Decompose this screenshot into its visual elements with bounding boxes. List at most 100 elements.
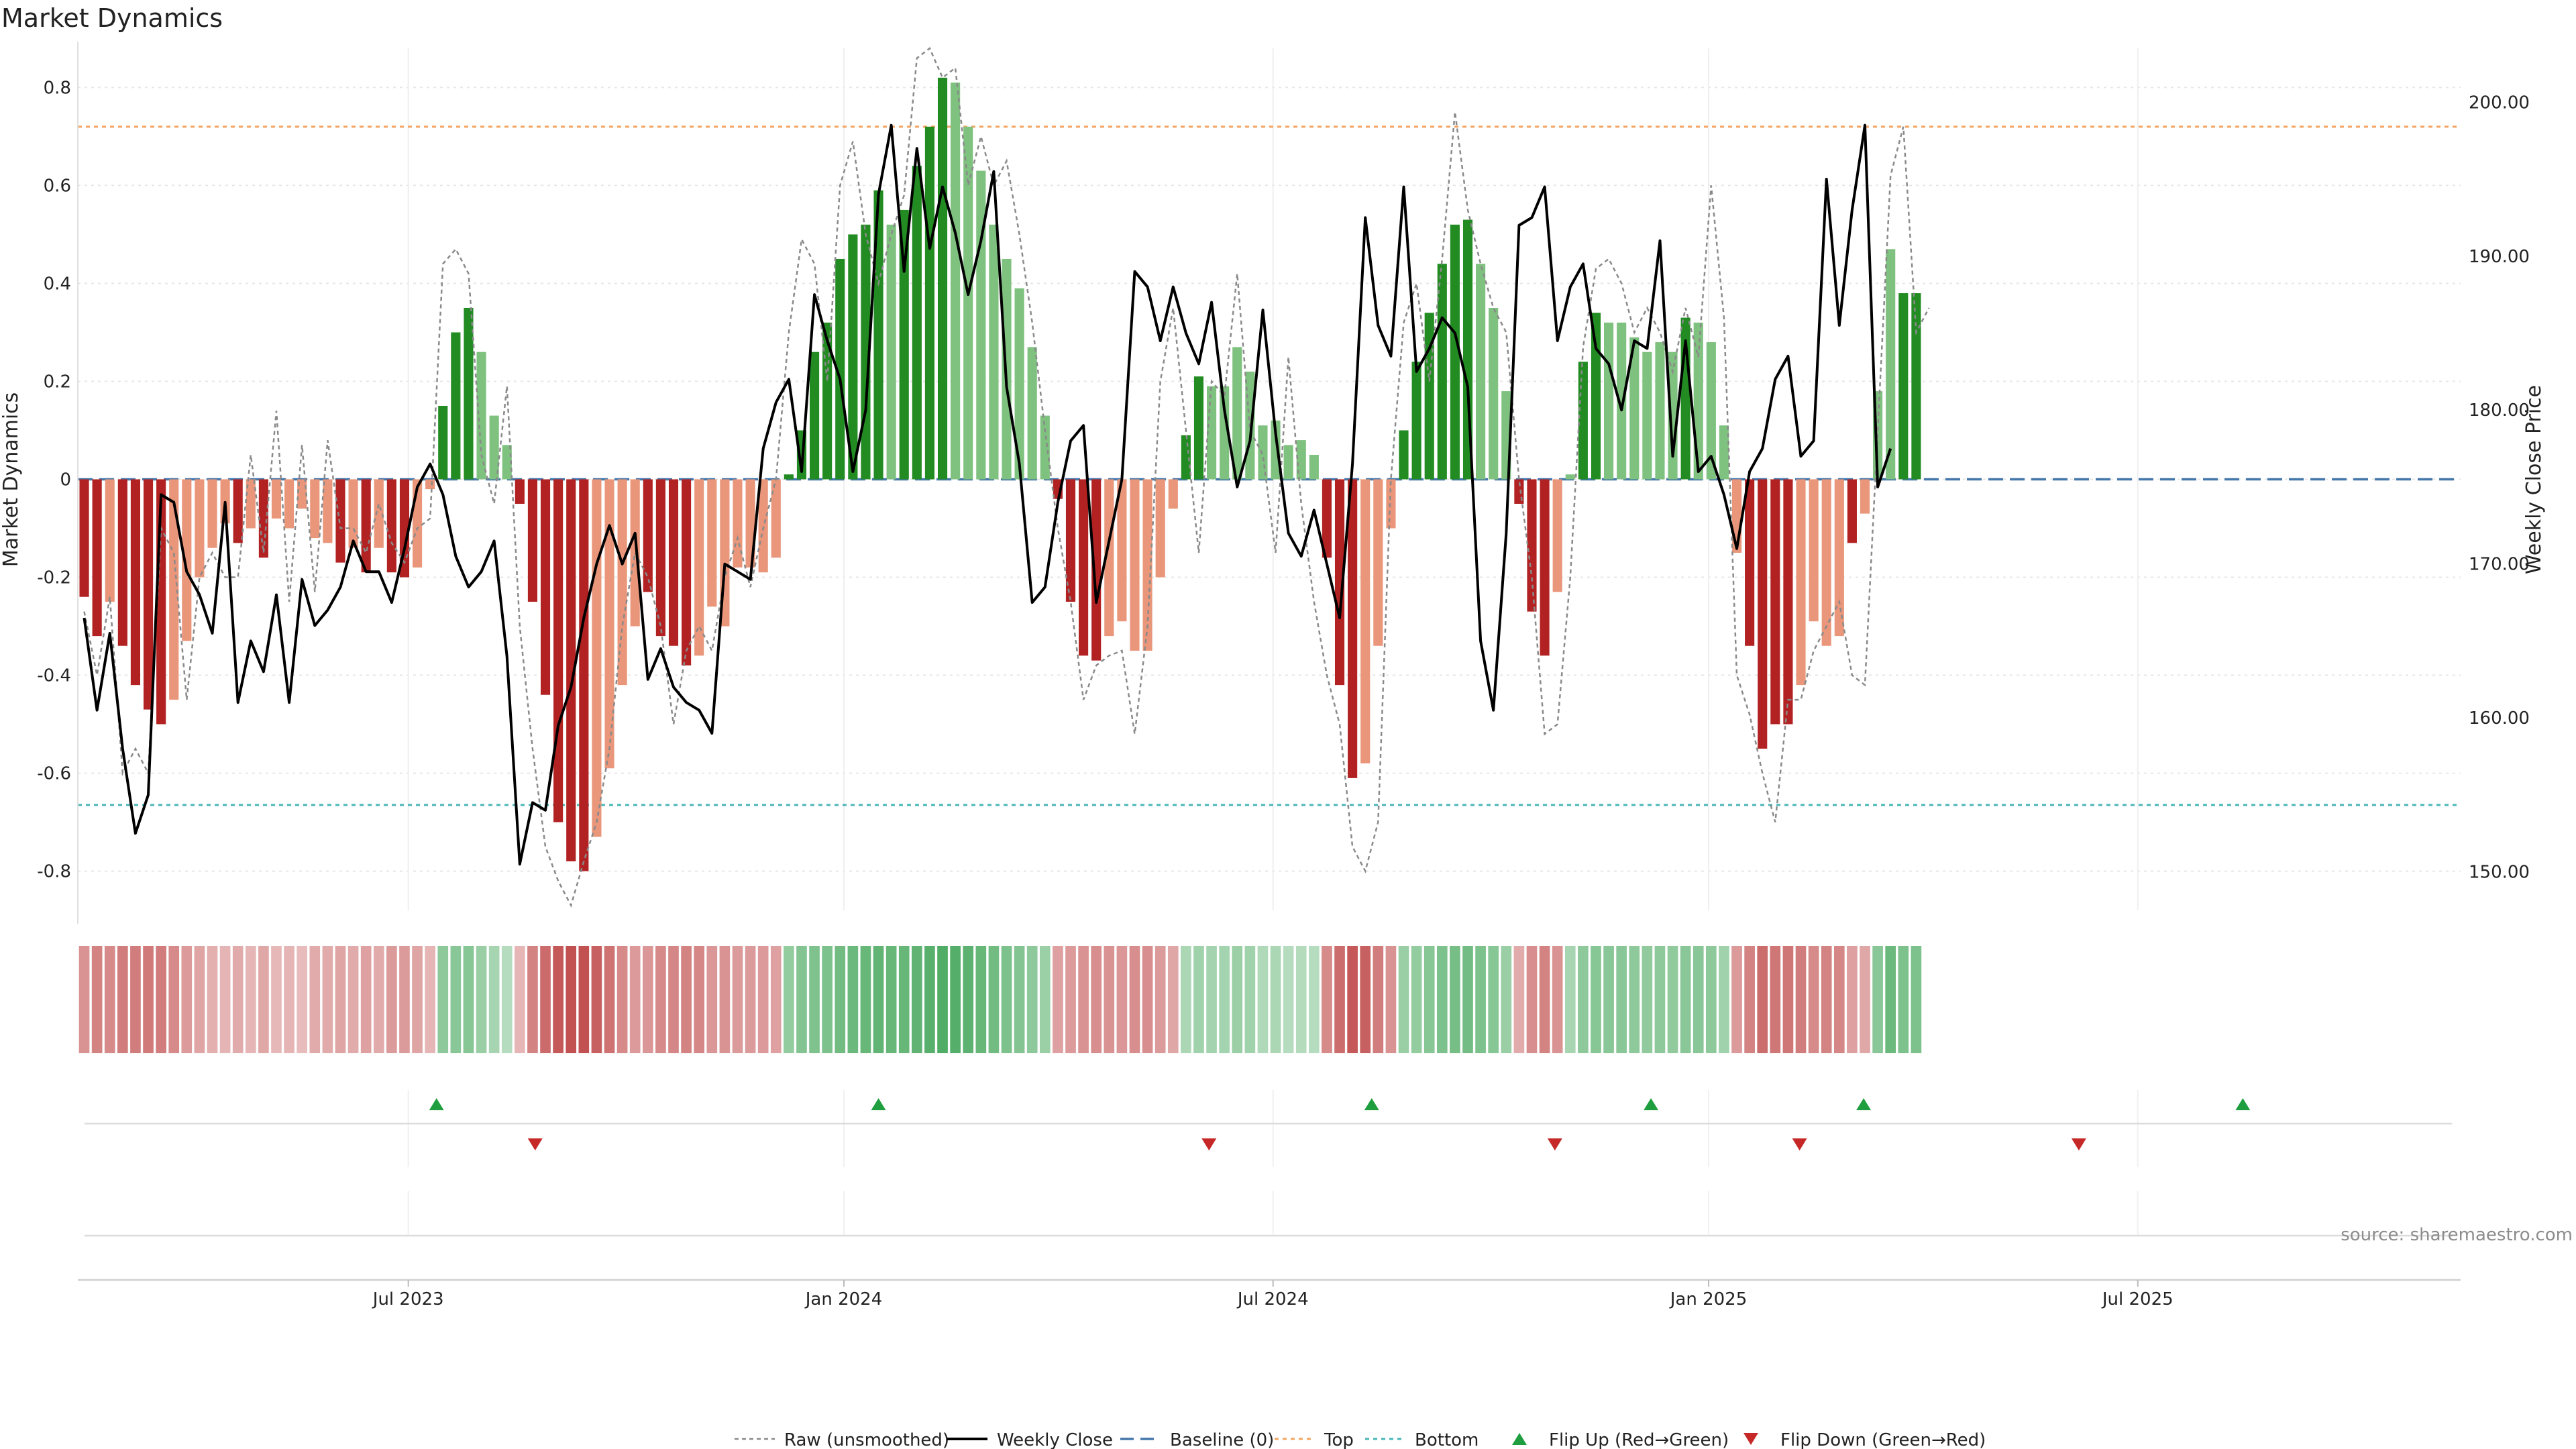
- bar: [848, 234, 858, 480]
- heat-cell: [1257, 946, 1269, 1053]
- bar: [1373, 479, 1383, 646]
- bar: [1617, 322, 1627, 480]
- flip-down-marker: [1792, 1138, 1807, 1150]
- bar: [809, 352, 820, 480]
- heat-cell: [1885, 946, 1896, 1053]
- bar: [1719, 425, 1729, 480]
- heat-cell: [322, 946, 333, 1053]
- flip-down-marker: [1547, 1138, 1562, 1150]
- heat-cell: [1270, 946, 1281, 1053]
- legend-label: Top: [1324, 1430, 1354, 1449]
- heat-cell: [1808, 946, 1819, 1053]
- heat-cell: [1488, 946, 1499, 1053]
- heat-cell: [1667, 946, 1678, 1053]
- bar: [1489, 307, 1499, 480]
- bar: [1168, 479, 1178, 509]
- y-tick-label: -0.4: [37, 666, 71, 686]
- heat-cell: [757, 946, 769, 1053]
- heat-cell: [784, 946, 794, 1053]
- heat-cell: [1911, 946, 1922, 1053]
- heat-cell: [1078, 946, 1089, 1053]
- bar: [1591, 313, 1601, 480]
- bar: [707, 479, 717, 607]
- heat-cell: [1591, 946, 1601, 1053]
- weekly-close-line: [83, 123, 1892, 866]
- bar: [733, 479, 743, 568]
- heat-cell: [284, 946, 294, 1053]
- bar: [195, 479, 205, 578]
- source-note: source: sharemaestro.com: [2341, 1225, 2573, 1245]
- heat-cell: [437, 946, 449, 1053]
- heat-cell: [1283, 946, 1294, 1053]
- heat-cell: [796, 946, 807, 1053]
- bar: [784, 474, 794, 480]
- legend: Raw (unsmoothed) Weekly Close Baseline (0)…: [735, 1430, 1986, 1449]
- bar: [1911, 293, 1921, 480]
- heat-cell: [1167, 946, 1179, 1053]
- bar: [1155, 479, 1165, 578]
- heat-cell: [1244, 946, 1256, 1053]
- heat-cell: [566, 946, 577, 1053]
- bar: [989, 224, 999, 480]
- bar: [1540, 479, 1550, 656]
- bar: [1796, 479, 1806, 686]
- bar: [643, 479, 653, 592]
- heat-cell: [1398, 946, 1409, 1053]
- bar: [1642, 352, 1652, 480]
- bar: [604, 479, 614, 769]
- heat-cell: [1347, 946, 1358, 1053]
- legend-swatch-flip-up: [1512, 1433, 1527, 1445]
- heat-cell: [1462, 946, 1473, 1053]
- y2-tick-label: 160.00: [2469, 708, 2530, 729]
- bar: [1065, 479, 1076, 602]
- heat-cell: [1693, 946, 1704, 1053]
- bar: [476, 352, 486, 480]
- bars: [79, 77, 1921, 871]
- y-tick-label: -0.8: [37, 862, 71, 882]
- heat-cell: [847, 946, 859, 1053]
- heat-cell: [1116, 946, 1128, 1053]
- heat-cell: [1065, 946, 1076, 1053]
- heat-cell: [1026, 946, 1038, 1053]
- y2-tick-label: 190.00: [2469, 247, 2530, 267]
- bar: [924, 126, 935, 480]
- bar: [1104, 479, 1114, 637]
- bar: [1360, 479, 1371, 763]
- bar: [310, 479, 320, 539]
- bar: [1437, 264, 1447, 480]
- bar: [1629, 337, 1640, 480]
- heat-cell: [1450, 946, 1460, 1053]
- x-tick-label: Jan 2025: [1669, 1289, 1748, 1309]
- bar: [592, 479, 602, 837]
- bar: [1014, 288, 1024, 480]
- heat-cell: [1564, 946, 1576, 1053]
- bar: [348, 479, 358, 548]
- bar: [1809, 479, 1819, 622]
- heat-cell: [1616, 946, 1627, 1053]
- heat-cell: [1603, 946, 1614, 1053]
- heat-cell: [629, 946, 641, 1053]
- y2-tick-label: 200.00: [2469, 93, 2530, 113]
- bar: [1232, 347, 1242, 480]
- y-tick-label: 0.8: [44, 78, 71, 98]
- bar: [1091, 479, 1102, 661]
- bar: [1527, 479, 1537, 612]
- bar: [143, 479, 154, 710]
- heat-cell: [1706, 946, 1717, 1053]
- raw-series-line: [83, 47, 1930, 908]
- bar: [79, 479, 89, 597]
- legend-label: Flip Up (Red→Green): [1549, 1430, 1729, 1449]
- bar: [233, 479, 243, 543]
- heat-cell: [78, 946, 90, 1053]
- heat-cell: [1219, 946, 1230, 1053]
- heat-cell: [885, 946, 897, 1053]
- y-tick-label: 0.6: [44, 176, 71, 196]
- heat-cell: [553, 946, 564, 1053]
- heat-cell: [1526, 946, 1538, 1053]
- bar: [117, 479, 127, 646]
- bar: [1603, 322, 1614, 480]
- bar: [540, 479, 551, 695]
- x-tick-label: Jul 2024: [1236, 1289, 1309, 1309]
- bar: [771, 479, 781, 558]
- heat-cell: [873, 946, 884, 1053]
